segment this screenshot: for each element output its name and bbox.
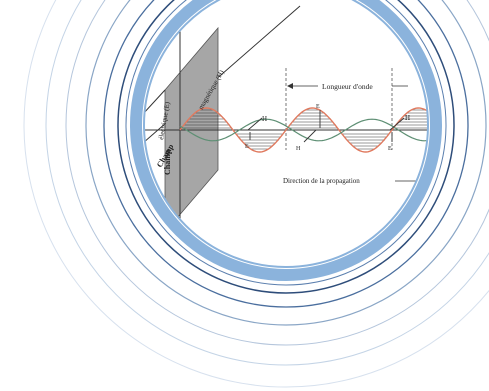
electric-field-hatching (182, 109, 428, 150)
decorative-rings (23, 0, 489, 388)
ring-outer-2 (45, 0, 489, 366)
wavelength-label: Longueur d'onde (322, 82, 373, 91)
h-label-3: H (405, 114, 410, 122)
e-label-1: E (245, 144, 249, 150)
ring-outer-7 (125, 0, 447, 286)
magnetic-wave (179, 118, 428, 142)
magnetic-field-label-a: Champ (163, 149, 172, 175)
ring-outer-5 (103, 0, 469, 308)
e-label-3: E (388, 146, 392, 152)
h-label-2: H (296, 146, 301, 152)
e-label-2: E (316, 104, 320, 110)
ring-thick (130, 0, 442, 281)
ring-outer-1 (23, 0, 489, 388)
propagation-label: Direction de la propagation (283, 177, 360, 185)
ring-outer-4 (85, 0, 487, 326)
arrowhead-icon (287, 83, 293, 89)
electric-wave (179, 107, 428, 153)
ring-outer-6 (117, 0, 455, 294)
h-label-1: H (262, 115, 267, 123)
ring-outer-3 (65, 0, 489, 346)
